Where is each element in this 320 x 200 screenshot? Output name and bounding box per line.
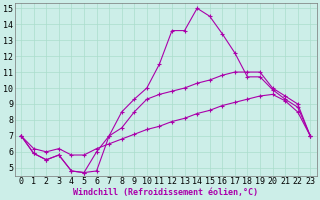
X-axis label: Windchill (Refroidissement éolien,°C): Windchill (Refroidissement éolien,°C): [73, 188, 258, 197]
